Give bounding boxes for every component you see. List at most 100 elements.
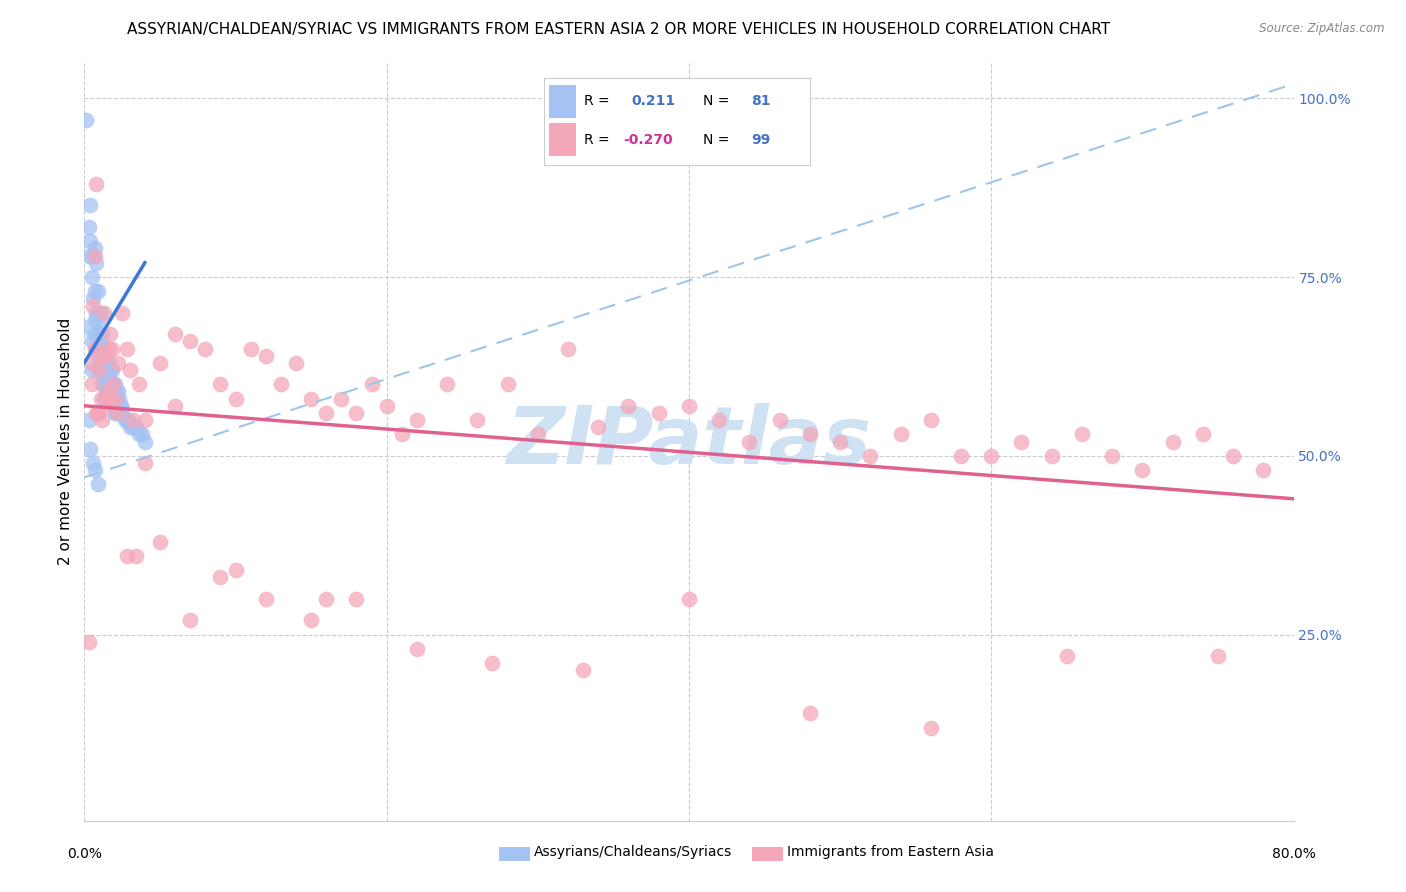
Point (299, 613, 322, 627)
Point (149, 356, 172, 370)
Point (91, 349, 114, 363)
Point (104, 406, 127, 420)
Point (105, 384, 128, 399)
Point (799, 706, 821, 721)
Point (118, 363, 141, 377)
Point (1130, 463, 1153, 477)
Point (315, 406, 337, 420)
Point (1071, 427, 1094, 442)
Point (80, 363, 103, 377)
Point (89, 406, 111, 420)
Point (80, 334, 103, 349)
Point (96, 377, 118, 392)
Point (346, 591, 368, 606)
Point (179, 334, 201, 349)
Point (315, 591, 337, 606)
Point (90, 356, 112, 370)
Point (678, 399, 700, 413)
Point (77, 249, 100, 263)
Point (738, 434, 761, 449)
Point (617, 399, 640, 413)
Point (225, 563, 247, 577)
Point (117, 413, 139, 427)
Point (87, 313, 110, 327)
Point (115, 342, 138, 356)
Point (330, 392, 353, 406)
Point (86, 177, 108, 191)
Point (100, 342, 122, 356)
Point (360, 377, 382, 392)
Point (96, 392, 118, 406)
Point (79, 198, 101, 212)
Text: Immigrants from Eastern Asia: Immigrants from Eastern Asia (787, 845, 994, 859)
Point (149, 534, 172, 549)
Point (86, 342, 108, 356)
Point (769, 413, 792, 427)
Text: ASSYRIAN/CHALDEAN/SYRIAC VS IMMIGRANTS FROM EASTERN ASIA 2 OR MORE VEHICLES IN H: ASSYRIAN/CHALDEAN/SYRIAC VS IMMIGRANTS F… (127, 22, 1111, 37)
Point (87, 406, 110, 420)
Point (194, 342, 217, 356)
Point (98, 327, 121, 342)
Point (648, 406, 671, 420)
Point (121, 413, 143, 427)
Point (87, 285, 110, 299)
Point (225, 392, 247, 406)
Point (89, 356, 111, 370)
Point (82, 249, 104, 263)
Point (97, 342, 120, 356)
Point (572, 664, 595, 678)
Point (105, 392, 128, 406)
Point (134, 434, 156, 449)
Point (75, 112, 97, 127)
Point (90, 306, 112, 320)
Point (82, 299, 104, 313)
Point (131, 427, 153, 442)
Point (89, 363, 111, 377)
Point (82, 292, 104, 306)
Point (107, 384, 129, 399)
Point (436, 377, 458, 392)
Point (98, 377, 121, 392)
Point (134, 413, 156, 427)
Point (82, 456, 104, 470)
Point (91, 363, 114, 377)
Point (90, 363, 112, 377)
Point (1253, 463, 1275, 477)
Point (285, 356, 308, 370)
Point (557, 342, 579, 356)
Point (799, 427, 821, 442)
Point (179, 613, 201, 627)
Point (97, 384, 120, 399)
Point (107, 406, 129, 420)
Point (254, 349, 277, 363)
Point (128, 427, 150, 442)
Point (87, 349, 110, 363)
Point (94, 377, 117, 392)
Point (104, 377, 127, 392)
Point (1222, 449, 1244, 463)
Y-axis label: 2 or more Vehicles in Household: 2 or more Vehicles in Household (58, 318, 73, 566)
Point (1192, 427, 1215, 442)
Point (94, 349, 117, 363)
Point (93, 306, 115, 320)
Point (709, 413, 731, 427)
Point (108, 392, 131, 406)
Point (110, 399, 132, 413)
Point (165, 399, 187, 413)
Point (111, 306, 134, 320)
Point (104, 392, 127, 406)
Text: 0.0%: 0.0% (67, 847, 101, 862)
Point (101, 399, 124, 413)
Point (105, 406, 128, 420)
Point (111, 406, 134, 420)
Point (101, 384, 124, 399)
Point (84, 241, 107, 255)
Point (77, 635, 100, 649)
Point (406, 642, 429, 657)
Point (89, 306, 111, 320)
Point (830, 434, 852, 449)
Point (100, 377, 122, 392)
Point (98, 392, 121, 406)
Point (125, 549, 148, 563)
Point (80, 270, 103, 285)
